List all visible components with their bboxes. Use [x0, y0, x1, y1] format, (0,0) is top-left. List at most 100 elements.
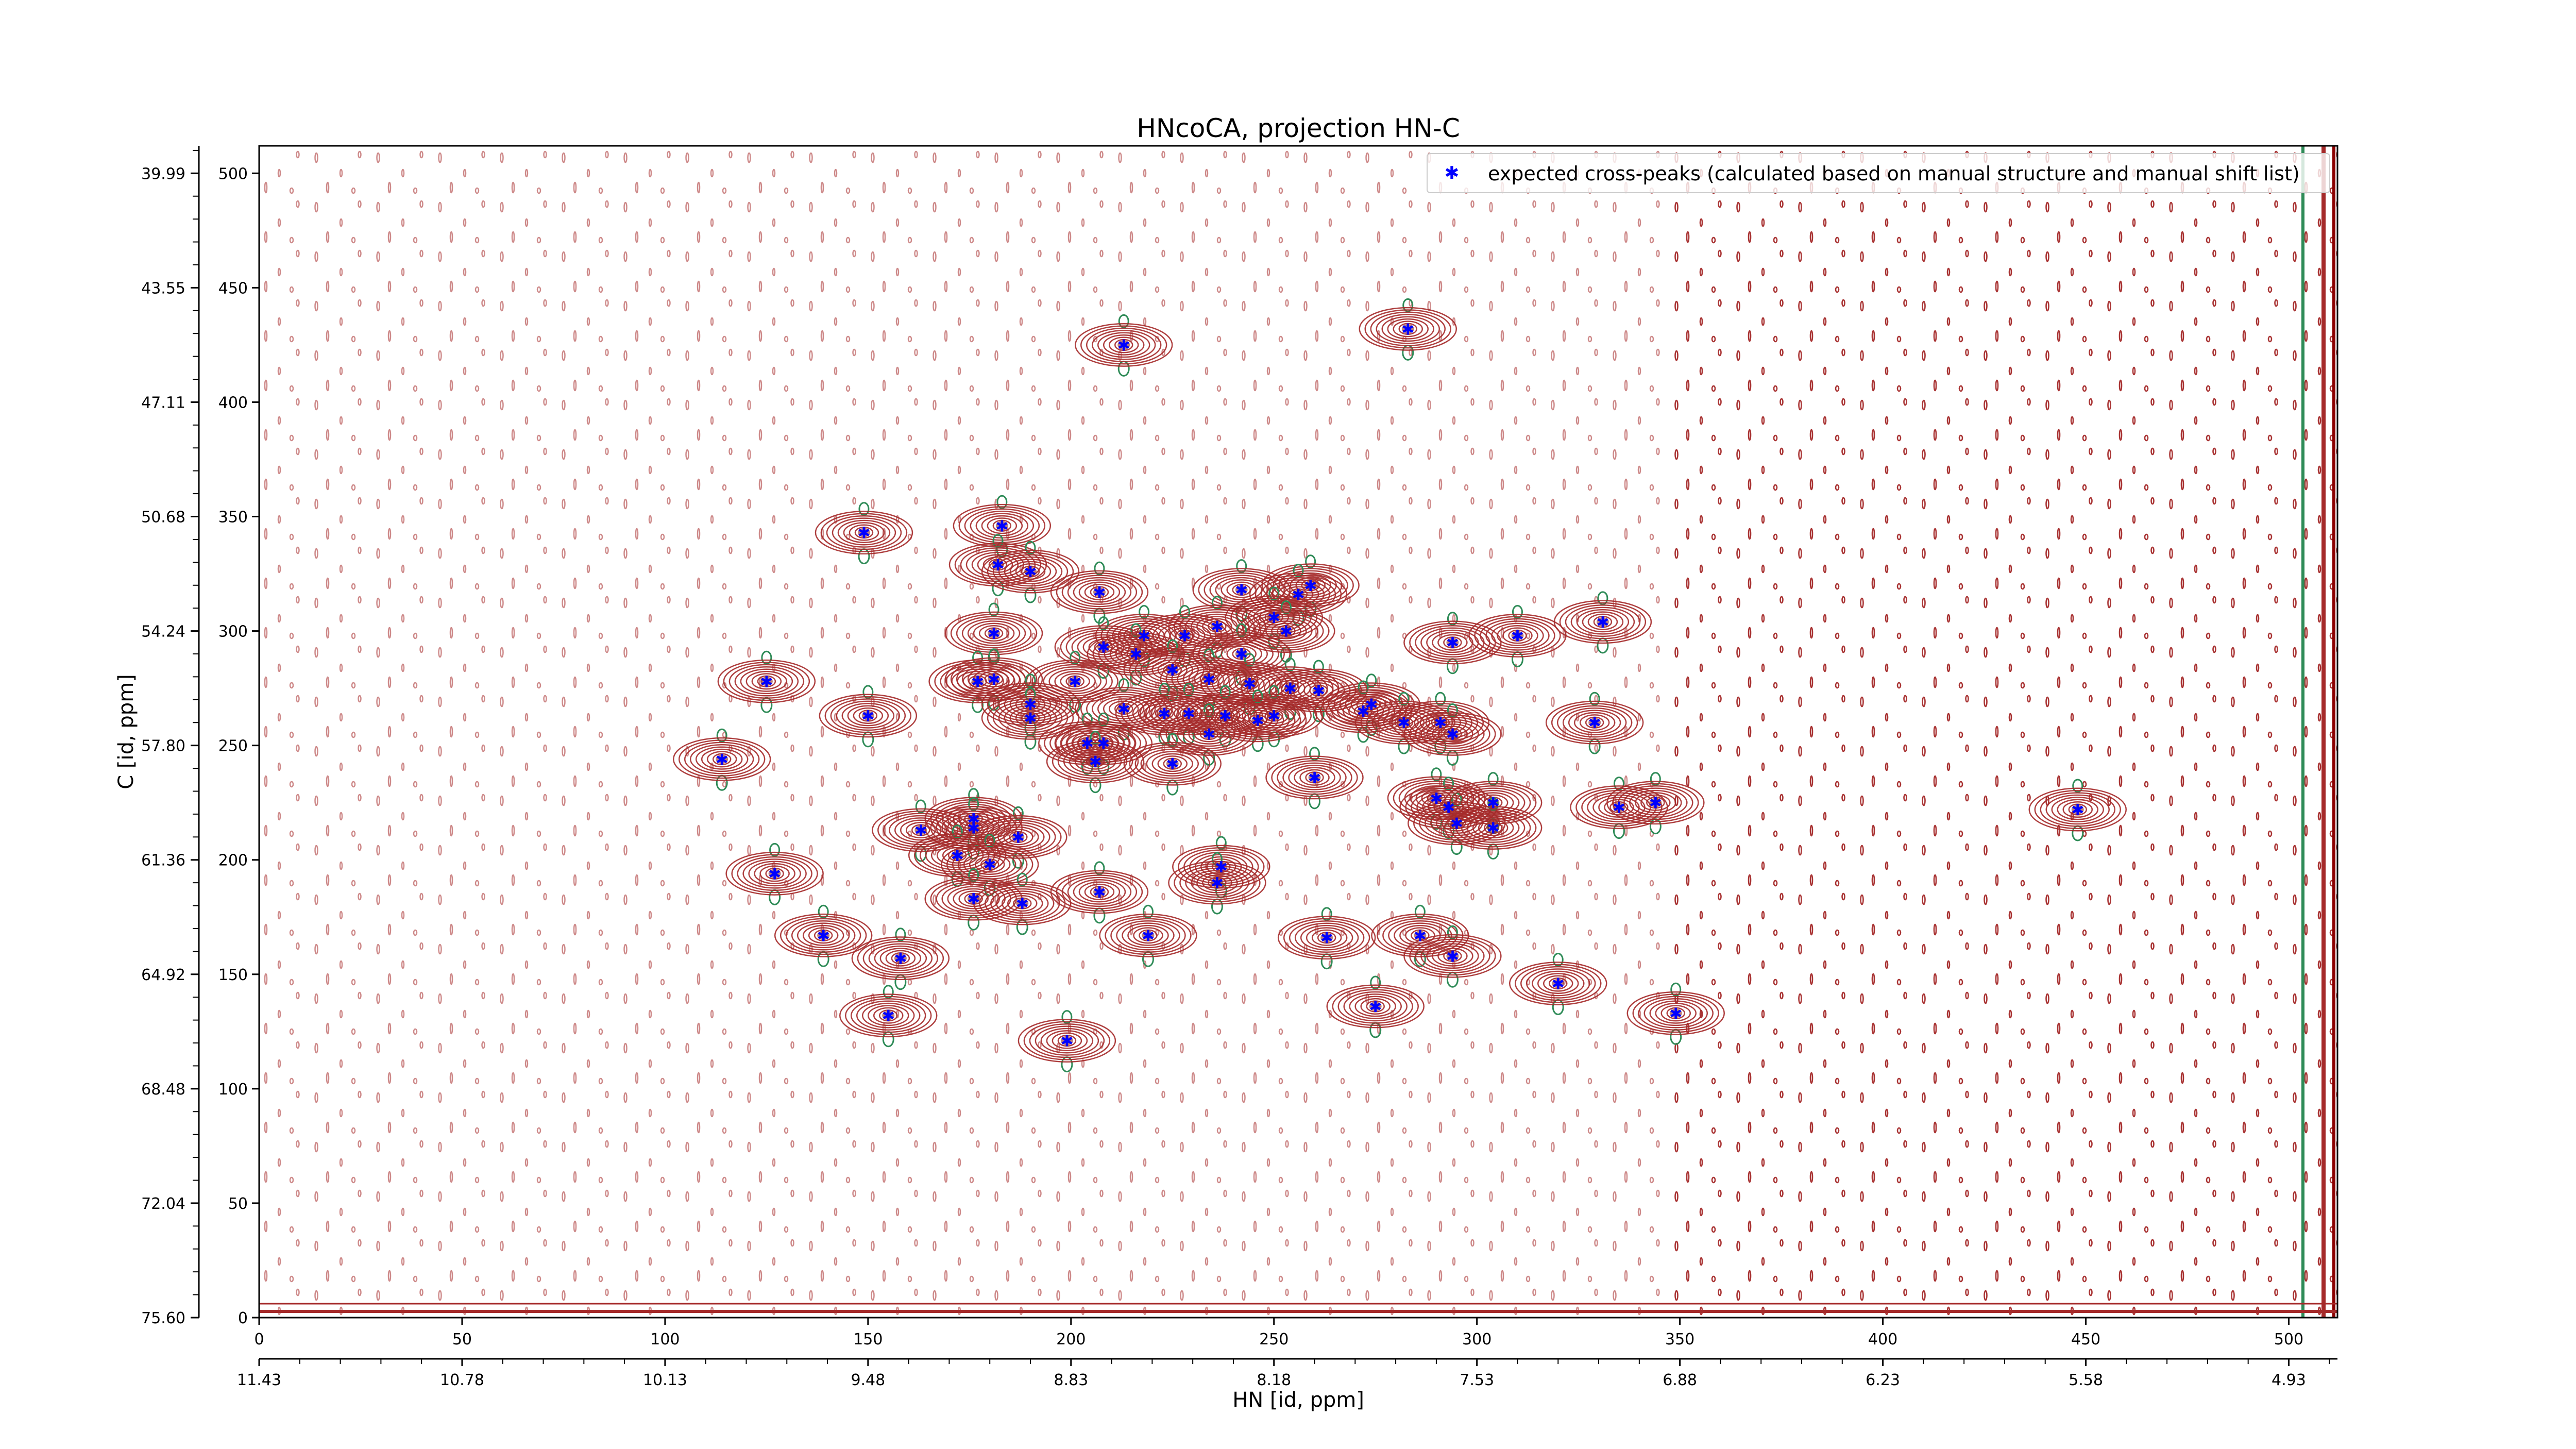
peak-marker: ✱	[1012, 829, 1025, 847]
peak-marker: ✱	[1138, 627, 1150, 645]
x-ppm-tick-label: 6.23	[1866, 1371, 1900, 1389]
peak-marker: ✱	[1097, 639, 1110, 657]
peak-marker: ✱	[1414, 927, 1427, 945]
peak-marker: ✱	[1446, 634, 1459, 652]
peak-marker: ✱	[894, 950, 907, 968]
peak-marker: ✱	[1552, 975, 1565, 993]
peak-marker: ✱	[971, 673, 984, 691]
peak-marker: ✱	[1442, 799, 1455, 817]
peak-marker: ✱	[857, 525, 870, 543]
legend-marker-icon: ✱	[1445, 163, 1460, 183]
peak-marker: ✱	[1211, 874, 1224, 892]
peak-contour	[1160, 703, 1258, 766]
x-ppm-tick-label: 8.18	[1257, 1371, 1291, 1389]
peak-contour	[1359, 298, 1457, 361]
peak-marker: ✱	[1166, 662, 1179, 680]
legend: ✱ expected cross-peaks (calculated based…	[1427, 153, 2330, 193]
peak-contour	[1237, 600, 1335, 663]
peak-marker: ✱	[1430, 790, 1443, 808]
peak-marker: ✱	[1284, 680, 1297, 698]
x-tick-label: 100	[650, 1330, 680, 1349]
peak-contour	[725, 843, 824, 905]
peak-marker: ✱	[861, 707, 874, 726]
peak-marker: ✱	[1069, 673, 1081, 691]
peak-contour	[1123, 733, 1222, 796]
peak-contour	[839, 985, 938, 1048]
peak-marker: ✱	[1211, 618, 1224, 636]
peak-contour	[1168, 852, 1266, 915]
peak-marker: ✱	[1308, 769, 1321, 787]
x-ppm-tick-label: 4.93	[2272, 1371, 2306, 1389]
peak-marker: ✱	[914, 822, 927, 840]
peak-marker: ✱	[1267, 609, 1280, 627]
expected-cross-peaks-series: ✱ ✱ ✱ ✱ ✱ ✱ ✱ ✱ ✱ ✱ ✱ ✱ ✱ ✱ ✱ ✱ ✱ ✱ ✱ ✱ ✱ ✱ ✱ ✱ ✱ ✱ ✱ ✱ ✱ ✱ ✱ ✱ ✱ ✱ ✱ ✱ ✱ ✱ ✱ ✱…	[716, 321, 2084, 1050]
peak-contour	[672, 728, 771, 791]
x-tick-label: 150	[853, 1330, 883, 1349]
peak-marker: ✱	[951, 847, 964, 865]
peak-contour	[1626, 982, 1725, 1045]
chart-title: HNcoCA, projection HN-C	[1137, 113, 1460, 143]
x-ppm-tick-label: 10.78	[440, 1371, 484, 1389]
peak-marker: ✱	[1304, 577, 1317, 595]
peak-marker: ✱	[1202, 726, 1215, 744]
x-ppm-tick-label: 5.58	[2069, 1371, 2103, 1389]
y-tick-label: 350	[218, 509, 248, 527]
peak-marker: ✱	[1097, 735, 1110, 753]
peak-marker: ✱	[1280, 623, 1293, 641]
y-tick-label: 100	[218, 1081, 248, 1099]
peak-marker: ✱	[967, 890, 980, 908]
x-axis-ppm-ticks: 11.43 10.78 10.13 9.48 8.83 8.18 7.53 6.88 6.23 5…	[237, 1359, 2330, 1389]
x-ppm-tick-label: 11.43	[237, 1371, 281, 1389]
peak-contour	[1018, 1010, 1116, 1073]
x-ppm-tick-label: 8.83	[1054, 1371, 1088, 1389]
x-ppm-tick-label: 9.48	[851, 1371, 885, 1389]
peak-contour	[1403, 703, 1502, 766]
legend-frame	[1427, 153, 2330, 193]
peak-contour	[1099, 904, 1197, 967]
y-axis: 0 75.60 50 72.04 100 68.48 150 64.92 200 61.36 250…	[141, 146, 259, 1327]
y-tick-label: 50	[228, 1195, 248, 1213]
peak-contour	[1277, 907, 1376, 970]
y-ppm-tick-label: 57.80	[141, 737, 185, 755]
peak-marker: ✱	[1202, 671, 1215, 689]
y-tick-label: 200	[218, 852, 248, 870]
peak-marker: ✱	[1219, 707, 1232, 726]
peak-contour	[851, 928, 950, 990]
peak-contour	[1123, 639, 1222, 702]
peak-marker: ✱	[1401, 321, 1414, 339]
peak-marker: ✱	[1669, 1005, 1682, 1023]
peak-marker: ✱	[1093, 584, 1106, 602]
peak-marker: ✱	[1024, 563, 1037, 581]
x-ppm-tick-label: 6.88	[1663, 1371, 1697, 1389]
x-tick-label: 0	[254, 1330, 264, 1349]
peak-contour	[815, 502, 913, 565]
peak-marker: ✱	[768, 865, 781, 883]
peak-marker: ✱	[1446, 726, 1459, 744]
peak-contour	[1606, 772, 1705, 835]
peak-marker: ✱	[1060, 1033, 1073, 1051]
peak-contour	[1046, 731, 1145, 794]
peak-contour	[1553, 591, 1652, 654]
peak-contour	[774, 904, 873, 967]
peak-contour	[1074, 314, 1173, 377]
peak-marker: ✱	[967, 811, 980, 829]
peak-marker: ✱	[2071, 801, 2084, 819]
peak-marker: ✱	[1320, 930, 1333, 948]
peak-marker: ✱	[716, 751, 728, 769]
x-tick-label: 400	[1868, 1330, 1897, 1349]
peak-contour	[981, 541, 1080, 603]
y-ppm-tick-label: 50.68	[141, 509, 185, 527]
x-ppm-tick-label: 7.53	[1460, 1371, 1494, 1389]
peak-contour	[981, 687, 1080, 750]
peak-contour	[1050, 561, 1149, 624]
y-ppm-tick-label: 75.60	[141, 1309, 185, 1327]
y-ppm-tick-label: 72.04	[141, 1195, 185, 1213]
peak-contour	[1403, 612, 1502, 675]
y-tick-label: 400	[218, 394, 248, 412]
peak-marker: ✱	[1117, 336, 1130, 355]
y-tick-label: 0	[238, 1309, 248, 1327]
x-tick-label: 350	[1665, 1330, 1694, 1349]
peak-marker: ✱	[1117, 701, 1130, 719]
x-tick-label: 500	[2274, 1330, 2303, 1349]
peak-marker: ✱	[991, 557, 1004, 575]
